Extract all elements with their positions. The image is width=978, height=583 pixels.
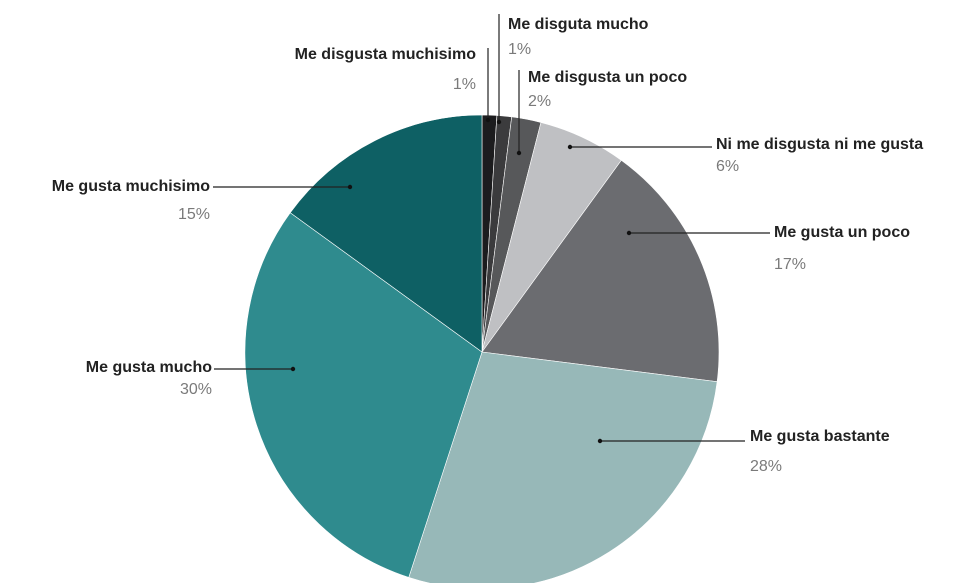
pie-slice	[481, 159, 720, 383]
slice-label: Me disgusta muchisimo	[295, 46, 477, 63]
slice-value-label: 30%	[180, 381, 212, 398]
leader-dot	[290, 366, 296, 372]
leader-dot	[626, 230, 632, 236]
slice-value-label: 28%	[750, 458, 782, 475]
pie-slice	[408, 351, 718, 583]
slice-value-label: 1%	[508, 41, 531, 58]
slice-value-label: 1%	[453, 76, 476, 93]
slice-label: Me gusta muchisimo	[52, 178, 210, 195]
slice-label: Me gusta bastante	[750, 428, 890, 445]
pie-slice	[289, 114, 483, 353]
leader-dot	[496, 119, 502, 125]
slice-value-label: 17%	[774, 256, 806, 273]
leader-dot	[567, 144, 573, 150]
slice-label: Me disguta mucho	[508, 16, 649, 33]
slice-label: Me disgusta un poco	[528, 69, 687, 86]
slice-value-label: 6%	[716, 158, 739, 175]
leader-dot	[347, 184, 353, 190]
leader-dot	[485, 117, 491, 123]
leader-dot	[597, 438, 603, 444]
slice-value-label: 2%	[528, 93, 551, 110]
slice-label: Me gusta mucho	[86, 359, 212, 376]
slice-value-label: 15%	[178, 206, 210, 223]
slice-label: Ni me disgusta ni me gusta	[716, 136, 923, 153]
slice-label: Me gusta un poco	[774, 224, 910, 241]
leader-dot	[516, 150, 522, 156]
pie-slice	[244, 212, 483, 578]
